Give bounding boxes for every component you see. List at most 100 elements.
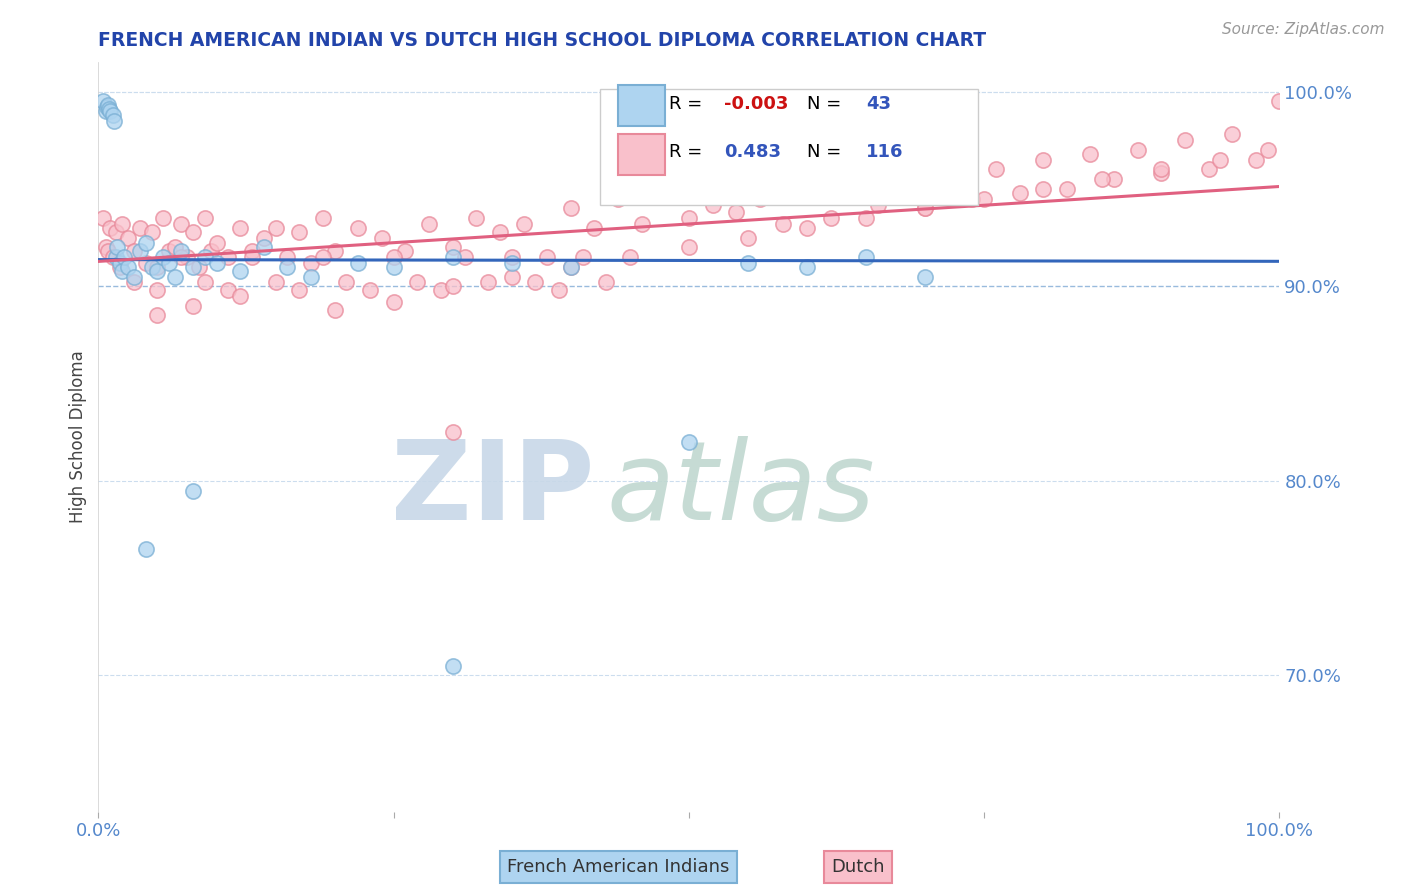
Point xyxy=(105,240,128,254)
Point xyxy=(94,240,117,254)
Point xyxy=(1244,153,1267,167)
Point xyxy=(1008,186,1031,200)
Point xyxy=(122,276,145,290)
Text: FRENCH AMERICAN INDIAN VS DUTCH HIGH SCHOOL DIPLOMA CORRELATION CHART: FRENCH AMERICAN INDIAN VS DUTCH HIGH SCH… xyxy=(98,30,987,50)
Point xyxy=(91,211,114,226)
Point xyxy=(536,250,558,264)
Point xyxy=(105,225,128,239)
Point xyxy=(122,269,145,284)
Text: atlas: atlas xyxy=(606,436,875,543)
Point xyxy=(855,250,877,264)
Point xyxy=(128,220,150,235)
Point xyxy=(347,256,370,270)
Point xyxy=(619,250,641,264)
Point xyxy=(441,240,464,254)
FancyBboxPatch shape xyxy=(600,88,979,205)
Point xyxy=(630,217,652,231)
Point xyxy=(501,250,523,264)
Point xyxy=(820,211,842,226)
Point xyxy=(176,250,198,264)
Point xyxy=(96,100,118,114)
Point xyxy=(276,250,298,264)
Point xyxy=(181,225,204,239)
Point xyxy=(914,202,936,216)
Point xyxy=(1091,172,1114,186)
Point xyxy=(105,250,128,264)
Point xyxy=(276,260,298,274)
Point xyxy=(323,302,346,317)
Point xyxy=(91,95,114,109)
Text: R =: R = xyxy=(669,95,707,112)
Point xyxy=(1102,172,1125,186)
Point xyxy=(135,256,157,270)
Point xyxy=(194,211,217,226)
Point xyxy=(146,309,169,323)
Point xyxy=(382,294,405,309)
Text: French American Indians: French American Indians xyxy=(508,858,730,876)
Point xyxy=(772,217,794,231)
Point xyxy=(103,113,125,128)
Point xyxy=(1056,182,1078,196)
Point xyxy=(382,250,405,264)
Point xyxy=(157,256,180,270)
Point xyxy=(152,211,174,226)
Point xyxy=(165,269,187,284)
Point xyxy=(737,256,759,270)
Point xyxy=(1198,162,1220,177)
Point xyxy=(152,250,174,264)
Point xyxy=(146,260,169,274)
Point xyxy=(135,541,157,556)
Point xyxy=(654,186,676,200)
Point xyxy=(914,269,936,284)
Text: 43: 43 xyxy=(866,95,891,112)
FancyBboxPatch shape xyxy=(619,85,665,126)
Point xyxy=(111,217,134,231)
Point xyxy=(299,269,322,284)
Point xyxy=(1257,143,1279,157)
Point xyxy=(1032,182,1054,196)
Point xyxy=(678,240,700,254)
Point xyxy=(288,283,311,297)
Point xyxy=(702,197,724,211)
Point xyxy=(441,250,464,264)
Point xyxy=(122,244,145,259)
Point xyxy=(441,658,464,673)
Point xyxy=(796,260,818,274)
Point xyxy=(323,244,346,259)
Point xyxy=(170,217,193,231)
Point xyxy=(101,250,124,264)
Point xyxy=(583,220,606,235)
Point xyxy=(98,102,121,116)
Text: 0.483: 0.483 xyxy=(724,144,782,161)
Point xyxy=(866,197,889,211)
Point xyxy=(240,244,263,259)
Point xyxy=(560,260,582,274)
Point xyxy=(678,434,700,449)
Point xyxy=(501,256,523,270)
Point xyxy=(135,236,157,251)
Point xyxy=(1268,95,1291,109)
Point xyxy=(890,172,912,186)
Point xyxy=(855,211,877,226)
Point xyxy=(418,217,440,231)
Point xyxy=(406,276,429,290)
Text: N =: N = xyxy=(807,144,846,161)
Point xyxy=(141,225,163,239)
Point xyxy=(299,256,322,270)
Text: Dutch: Dutch xyxy=(831,858,884,876)
Point xyxy=(962,192,984,206)
Point xyxy=(382,260,405,274)
Point xyxy=(1126,143,1149,157)
Point xyxy=(111,263,134,277)
Point xyxy=(560,202,582,216)
Point xyxy=(217,283,239,297)
Point xyxy=(394,244,416,259)
Point xyxy=(157,244,180,259)
Point xyxy=(796,220,818,235)
Point xyxy=(229,263,252,277)
Point xyxy=(571,250,593,264)
Point xyxy=(264,276,287,290)
Point xyxy=(170,244,193,259)
Point xyxy=(253,230,276,244)
Point xyxy=(1150,166,1173,180)
